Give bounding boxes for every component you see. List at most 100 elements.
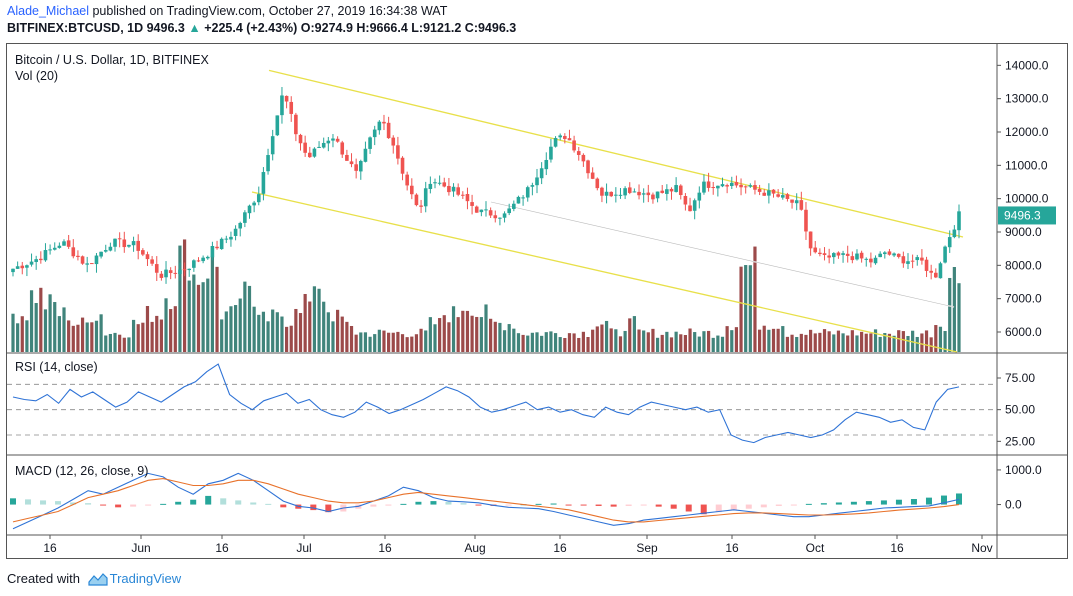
- candle-body: [753, 185, 757, 190]
- chart-svg[interactable]: 14000.0 13000.0 12000.0 11000.0 10000.0 9000.…: [7, 44, 1067, 558]
- candle-body: [178, 269, 182, 275]
- volume-bar: [660, 334, 664, 352]
- volume-bar: [336, 309, 340, 352]
- candle-body: [734, 182, 739, 186]
- volume-bar: [818, 332, 822, 352]
- y-tick-label: 11000.0: [1005, 158, 1048, 172]
- volume-bar: [544, 332, 548, 352]
- macd-histogram-bar: [55, 501, 62, 505]
- volume-bar: [804, 334, 808, 352]
- candle-body: [470, 202, 474, 206]
- candle-body: [382, 121, 386, 124]
- volume-bar: [145, 305, 150, 352]
- volume-bar: [252, 306, 256, 352]
- candle-body: [595, 178, 600, 189]
- candle-body: [368, 137, 372, 149]
- volume-bar: [266, 321, 270, 352]
- candle-body: [187, 268, 192, 271]
- volume-bar: [349, 325, 354, 352]
- macd-histogram-bar: [310, 504, 317, 511]
- volume-bar: [952, 267, 956, 352]
- volume-bar: [479, 317, 483, 352]
- candle-body: [122, 239, 127, 248]
- candle-body: [247, 205, 252, 214]
- x-tick-label: Jul: [296, 541, 311, 555]
- candle-body: [757, 188, 762, 192]
- volume-bar: [377, 329, 381, 352]
- candle-body: [660, 190, 665, 193]
- candle-body: [586, 160, 590, 174]
- rsi-tick-label: 25.00: [1005, 434, 1035, 448]
- candle-body: [484, 209, 488, 211]
- candle-body: [405, 174, 409, 186]
- volume-bar: [609, 328, 613, 352]
- candle-body: [205, 256, 210, 259]
- candle-body: [507, 208, 511, 214]
- volume-bar: [795, 336, 799, 352]
- candle-body: [270, 136, 275, 155]
- x-tick-label: Aug: [464, 541, 485, 555]
- volume-bar: [827, 331, 831, 352]
- candle-body: [57, 245, 62, 248]
- volume-bar: [261, 311, 266, 352]
- tradingview-brand[interactable]: TradingView: [109, 571, 182, 586]
- y-tick-label: 14000.0: [1005, 58, 1049, 72]
- volume-bar: [614, 329, 618, 352]
- volume-bar: [94, 320, 99, 352]
- volume-bar: [813, 333, 817, 352]
- candle-body: [20, 265, 25, 269]
- macd-title: MACD (12, 26, close, 9): [15, 464, 148, 478]
- candle-body: [841, 253, 845, 255]
- candle-body: [85, 263, 89, 265]
- candle-body: [512, 203, 516, 209]
- candle-body: [488, 210, 493, 216]
- volume-bar: [465, 310, 470, 352]
- macd-histogram-bar: [205, 495, 212, 505]
- volume-bar: [414, 334, 419, 352]
- symbol-name: BITFINEX:BTCUSD, 1D: [7, 21, 144, 35]
- candle-body: [553, 138, 558, 147]
- candle-body: [76, 255, 80, 257]
- chart-container[interactable]: 14000.0 13000.0 12000.0 11000.0 10000.0 9000.…: [6, 43, 1068, 559]
- candle-body: [910, 260, 915, 262]
- volume-bar: [683, 335, 688, 352]
- volume-bar: [655, 337, 660, 352]
- macd-histogram-bar: [115, 504, 122, 508]
- candle-body: [168, 270, 173, 274]
- volume-bar: [618, 336, 623, 352]
- candle-body: [957, 211, 961, 231]
- candle-body: [502, 213, 507, 218]
- macd-histogram-bar: [505, 504, 512, 506]
- volume-bar: [387, 332, 391, 352]
- candle-body: [414, 194, 419, 206]
- x-tick-label: 16: [43, 541, 57, 555]
- candle-body: [855, 253, 859, 260]
- candle-body: [219, 238, 224, 250]
- candle-body: [785, 194, 790, 199]
- candle-body: [159, 273, 164, 278]
- macd-histogram-bar: [535, 503, 542, 505]
- macd-histogram-bar: [10, 498, 16, 505]
- candle-body: [831, 253, 836, 258]
- candle-body: [442, 182, 447, 187]
- candle-body: [326, 140, 331, 144]
- volume-bar: [897, 330, 901, 352]
- price-pane-title: Bitcoin / U.S. Dollar, 1D, BITFINEX: [15, 53, 209, 67]
- candle-body: [48, 249, 52, 251]
- volume-bar: [771, 328, 776, 352]
- macd-histogram-bar: [640, 504, 647, 506]
- volume-bar: [280, 316, 284, 352]
- candle-body: [252, 202, 256, 206]
- macd-histogram-bar: [655, 504, 662, 507]
- candle-body: [289, 101, 294, 114]
- candle-body: [845, 253, 850, 256]
- volume-bar: [725, 326, 729, 352]
- volume-bar: [461, 310, 465, 352]
- author-link[interactable]: Alade_Michael: [7, 4, 89, 18]
- candle-body: [410, 185, 414, 195]
- volume-bar: [289, 325, 293, 352]
- macd-histogram-bar: [670, 504, 677, 509]
- candle-body: [530, 185, 535, 187]
- candle-body: [90, 263, 94, 265]
- volume-bar: [187, 280, 191, 352]
